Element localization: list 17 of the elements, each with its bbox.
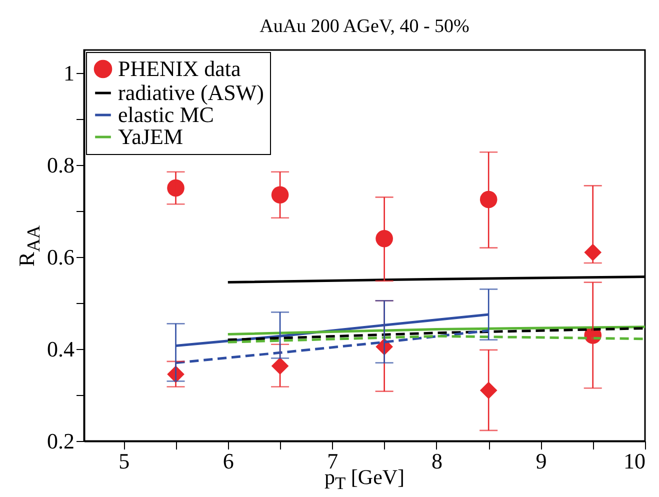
point	[480, 190, 498, 208]
y-tick-label: 1	[64, 60, 74, 86]
y-tick-label: 0.8	[47, 152, 74, 178]
y-tick-label: 0.4	[47, 336, 74, 362]
legend-label: PHENIX data	[118, 56, 242, 81]
legend-label: radiative (ASW)	[118, 80, 264, 105]
x-tick-label: 5	[118, 448, 130, 474]
legend-label: YaJEM	[118, 124, 184, 149]
x-tick-label: 10	[624, 448, 646, 474]
y-tick-label: 0.2	[47, 428, 74, 454]
x-tick-label: 6	[222, 448, 234, 474]
chart-title: AuAu 200 AGeV, 40 - 50%	[260, 16, 470, 37]
point	[271, 357, 289, 375]
x-tick-label: 9	[536, 448, 547, 474]
point	[271, 186, 289, 204]
y-tick-label: 0.6	[47, 244, 74, 270]
x-tick-label: 8	[431, 448, 442, 474]
